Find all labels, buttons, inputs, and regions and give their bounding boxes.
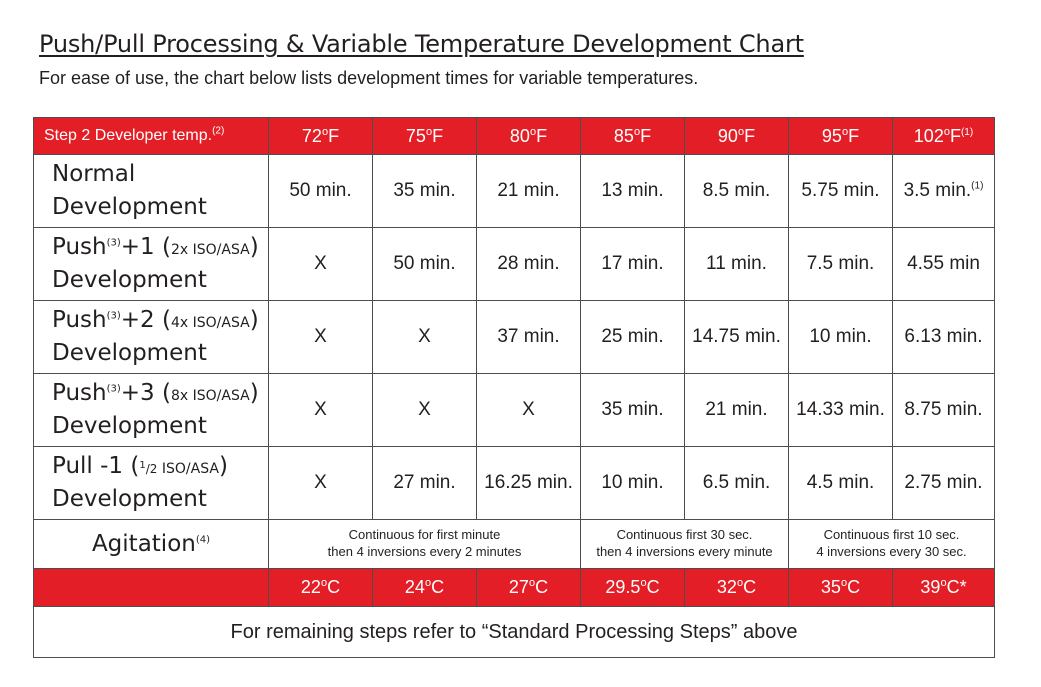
time-cell: 16.25 min. — [476, 446, 581, 520]
temp-c-cell: 35oC — [788, 568, 893, 607]
time-cell: X — [268, 446, 373, 520]
time-cell: 28 min. — [476, 227, 581, 301]
table-row: Push(3)+2 (4x ISO/ASA) Development X X 37… — [33, 300, 995, 374]
row-label: Pull -1 (1/2 ISO/ASA) Development — [33, 446, 269, 520]
time-cell: 35 min. — [580, 373, 685, 447]
temp-f-cell: 72oF — [268, 117, 373, 155]
time-cell: X — [268, 300, 373, 374]
time-cell: 27 min. — [372, 446, 477, 520]
time-cell: 21 min. — [684, 373, 789, 447]
time-cell: 7.5 min. — [788, 227, 893, 301]
time-cell: 4.5 min. — [788, 446, 893, 520]
time-cell: 8.5 min. — [684, 154, 789, 228]
footnote-ref: (1) — [960, 126, 974, 138]
time-cell: 2.75 min. — [892, 446, 995, 520]
table-row: Push(3)+3 (8x ISO/ASA) Development X X X … — [33, 373, 995, 447]
agitation-note: Continuous for first minute then 4 invers… — [268, 519, 581, 569]
temp-f-cell: 80oF — [476, 117, 581, 155]
agitation-label: Agitation(4) — [33, 519, 269, 569]
time-cell: 37 min. — [476, 300, 581, 374]
fahrenheit-header-row: Step 2 Developer temp.(2) 72oF 75oF 80oF… — [33, 117, 995, 155]
time-cell: 11 min. — [684, 227, 789, 301]
row-label: Push(3)+3 (8x ISO/ASA) Development — [33, 373, 269, 447]
agitation-note: Continuous first 30 sec. then 4 inversion… — [580, 519, 789, 569]
time-cell: 10 min. — [580, 446, 685, 520]
temp-f-cell: 102oF(1) — [892, 117, 995, 155]
footnote-ref: (4) — [195, 534, 211, 546]
time-cell: 8.75 min. — [892, 373, 995, 447]
time-cell: 6.13 min. — [892, 300, 995, 374]
footer-note: For remaining steps refer to “Standard P… — [33, 606, 995, 658]
time-cell: 14.75 min. — [684, 300, 789, 374]
time-cell: X — [372, 300, 477, 374]
agitation-row: Agitation(4) Continuous for first minute… — [33, 519, 995, 569]
time-cell: 35 min. — [372, 154, 477, 228]
footer-row: For remaining steps refer to “Standard P… — [33, 606, 995, 658]
celsius-blank-cell — [33, 568, 269, 607]
temp-f-cell: 85oF — [580, 117, 685, 155]
page-title: Push/Pull Processing & Variable Temperat… — [39, 30, 804, 58]
agitation-note: Continuous first 10 sec. 4 inversions eve… — [788, 519, 995, 569]
temp-c-cell: 24oC — [372, 568, 477, 607]
table-row: Pull -1 (1/2 ISO/ASA) Development X 27 mi… — [33, 446, 995, 520]
table-row: Normal Development 50 min. 35 min. 21 min… — [33, 154, 995, 228]
temp-c-cell: 32oC — [684, 568, 789, 607]
time-cell: X — [268, 227, 373, 301]
table-row: Push(3)+1 (2x ISO/ASA) Development X 50 m… — [33, 227, 995, 301]
time-cell: X — [476, 373, 581, 447]
temp-f-cell: 90oF — [684, 117, 789, 155]
row-label: Push(3)+2 (4x ISO/ASA) Development — [33, 300, 269, 374]
page-subtitle: For ease of use, the chart below lists d… — [39, 68, 699, 88]
time-cell: 21 min. — [476, 154, 581, 228]
time-cell: 50 min. — [372, 227, 477, 301]
time-cell: 10 min. — [788, 300, 893, 374]
time-cell: 3.5 min.(1) — [892, 154, 995, 228]
development-chart-table: Step 2 Developer temp.(2) 72oF 75oF 80oF… — [33, 117, 995, 658]
time-cell: 13 min. — [580, 154, 685, 228]
developer-temp-label: Step 2 Developer temp. — [44, 127, 213, 144]
time-cell: X — [268, 373, 373, 447]
temp-c-cell: 29.5oC — [580, 568, 685, 607]
time-cell: 25 min. — [580, 300, 685, 374]
temp-c-cell: 22oC — [268, 568, 373, 607]
footnote-ref: (2) — [212, 125, 225, 137]
temp-c-cell: 39oC* — [892, 568, 995, 607]
time-cell: 50 min. — [268, 154, 373, 228]
time-cell: 6.5 min. — [684, 446, 789, 520]
temp-f-cell: 95oF — [788, 117, 893, 155]
time-cell: 17 min. — [580, 227, 685, 301]
celsius-row: 22oC 24oC 27oC 29.5oC 32oC 35oC 39oC* — [33, 568, 995, 607]
temp-f-cell: 75oF — [372, 117, 477, 155]
time-cell: X — [372, 373, 477, 447]
time-cell: 14.33 min. — [788, 373, 893, 447]
row-label: Normal Development — [33, 154, 269, 228]
time-cell: 5.75 min. — [788, 154, 893, 228]
temp-c-cell: 27oC — [476, 568, 581, 607]
footnote-ref: (1) — [971, 180, 984, 192]
time-cell: 4.55 min — [892, 227, 995, 301]
developer-temp-header: Step 2 Developer temp.(2) — [33, 117, 269, 155]
row-label: Push(3)+1 (2x ISO/ASA) Development — [33, 227, 269, 301]
